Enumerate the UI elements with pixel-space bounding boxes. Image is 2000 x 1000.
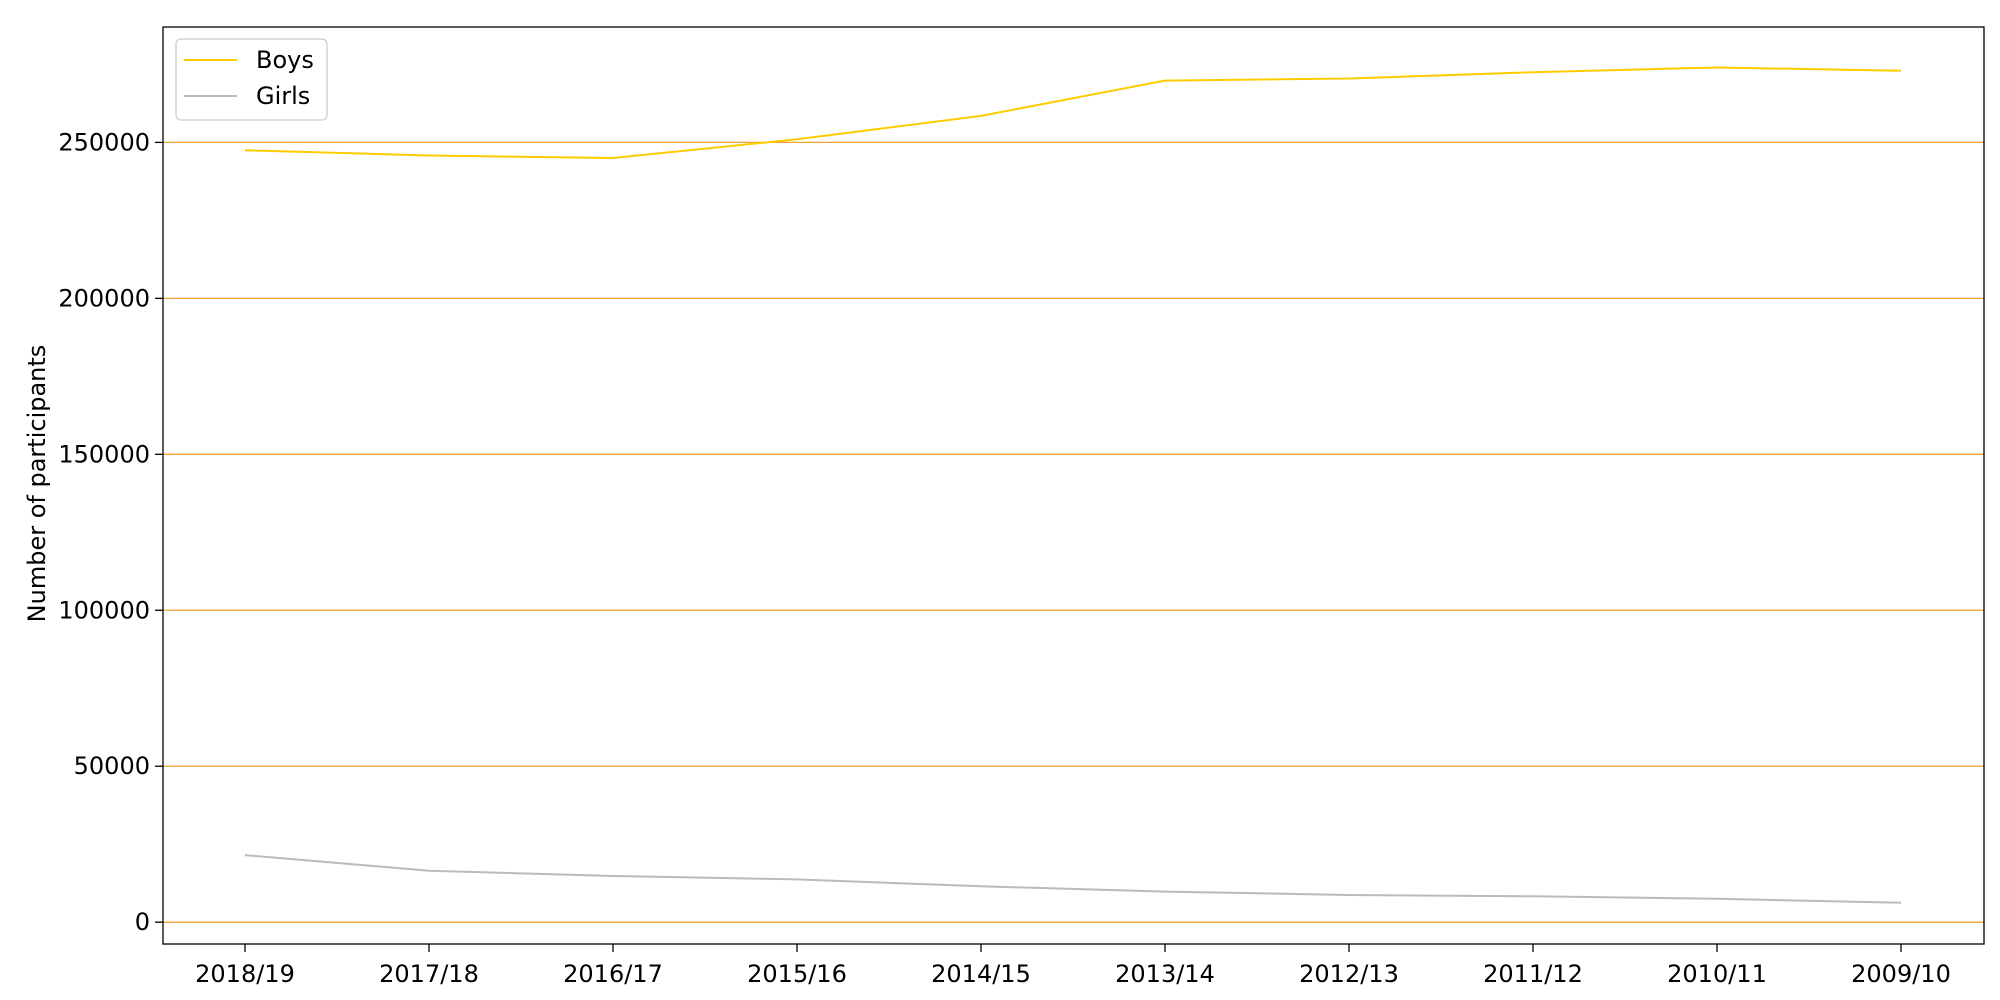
series-line-boys — [244, 66, 1902, 160]
legend: Boys Girls — [175, 38, 328, 121]
x-tick-label: 2014/15 — [931, 960, 1031, 988]
legend-items: Boys Girls — [184, 46, 314, 110]
x-tick-label: 2015/16 — [747, 960, 847, 988]
y-tick-label: 50000 — [74, 752, 150, 780]
y-axis-label: Number of participants — [23, 345, 51, 623]
x-tick-label: 2016/17 — [563, 960, 663, 988]
x-tick-label: 2018/19 — [195, 960, 295, 988]
x-axis: 2018/19 2017/18 2016/17 2015/16 2014/15 2013/… — [195, 944, 1951, 988]
y-tick-label: 0 — [135, 908, 150, 936]
gridlines — [163, 141, 1984, 923]
x-tick-label: 2011/12 — [1483, 960, 1583, 988]
legend-label-girls: Girls — [256, 82, 310, 110]
y-tick-label: 100000 — [58, 596, 150, 624]
x-tick-label: 2012/13 — [1299, 960, 1399, 988]
x-tick-label: 2010/11 — [1667, 960, 1767, 988]
series-line-girls — [244, 854, 1902, 904]
series-lines — [244, 66, 1902, 904]
y-tick-label: 200000 — [58, 284, 150, 312]
x-tick-label: 2013/14 — [1115, 960, 1215, 988]
y-axis: 0 50000 100000 150000 200000 250000 — [58, 128, 163, 936]
legend-label-boys: Boys — [256, 46, 314, 74]
x-tick-label: 2009/10 — [1851, 960, 1951, 988]
y-tick-label: 150000 — [58, 440, 150, 468]
plot-frame — [162, 26, 1985, 945]
y-tick-label: 250000 — [58, 128, 150, 156]
x-tick-label: 2017/18 — [379, 960, 479, 988]
